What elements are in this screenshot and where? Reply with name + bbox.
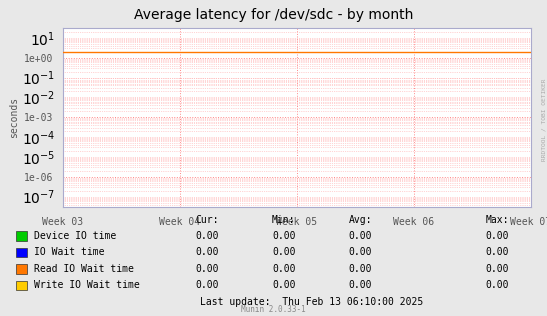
Text: Write IO Wait time: Write IO Wait time bbox=[34, 280, 139, 290]
Text: Min:: Min: bbox=[272, 215, 295, 225]
Text: Max:: Max: bbox=[485, 215, 509, 225]
Text: 0.00: 0.00 bbox=[348, 247, 372, 258]
Text: Last update:  Thu Feb 13 06:10:00 2025: Last update: Thu Feb 13 06:10:00 2025 bbox=[200, 297, 423, 307]
Text: 0.00: 0.00 bbox=[348, 280, 372, 290]
Text: Average latency for /dev/sdc - by month: Average latency for /dev/sdc - by month bbox=[134, 8, 413, 22]
Text: 0.00: 0.00 bbox=[195, 231, 219, 241]
Text: Device IO time: Device IO time bbox=[34, 231, 116, 241]
Text: 0.00: 0.00 bbox=[485, 280, 509, 290]
Text: 0.00: 0.00 bbox=[348, 231, 372, 241]
Text: 0.00: 0.00 bbox=[485, 231, 509, 241]
Text: 0.00: 0.00 bbox=[348, 264, 372, 274]
Text: 0.00: 0.00 bbox=[272, 280, 295, 290]
Text: RRDTOOL / TOBI OETIKER: RRDTOOL / TOBI OETIKER bbox=[542, 79, 546, 161]
Text: Avg:: Avg: bbox=[348, 215, 372, 225]
Text: 0.00: 0.00 bbox=[195, 264, 219, 274]
Text: Cur:: Cur: bbox=[195, 215, 219, 225]
Text: 0.00: 0.00 bbox=[272, 231, 295, 241]
Y-axis label: seconds: seconds bbox=[9, 97, 19, 138]
Text: Munin 2.0.33-1: Munin 2.0.33-1 bbox=[241, 306, 306, 314]
Text: 0.00: 0.00 bbox=[272, 264, 295, 274]
Text: 0.00: 0.00 bbox=[272, 247, 295, 258]
Text: Read IO Wait time: Read IO Wait time bbox=[34, 264, 134, 274]
Text: 0.00: 0.00 bbox=[485, 264, 509, 274]
Text: IO Wait time: IO Wait time bbox=[34, 247, 104, 258]
Text: 0.00: 0.00 bbox=[195, 247, 219, 258]
Text: 0.00: 0.00 bbox=[195, 280, 219, 290]
Text: 0.00: 0.00 bbox=[485, 247, 509, 258]
